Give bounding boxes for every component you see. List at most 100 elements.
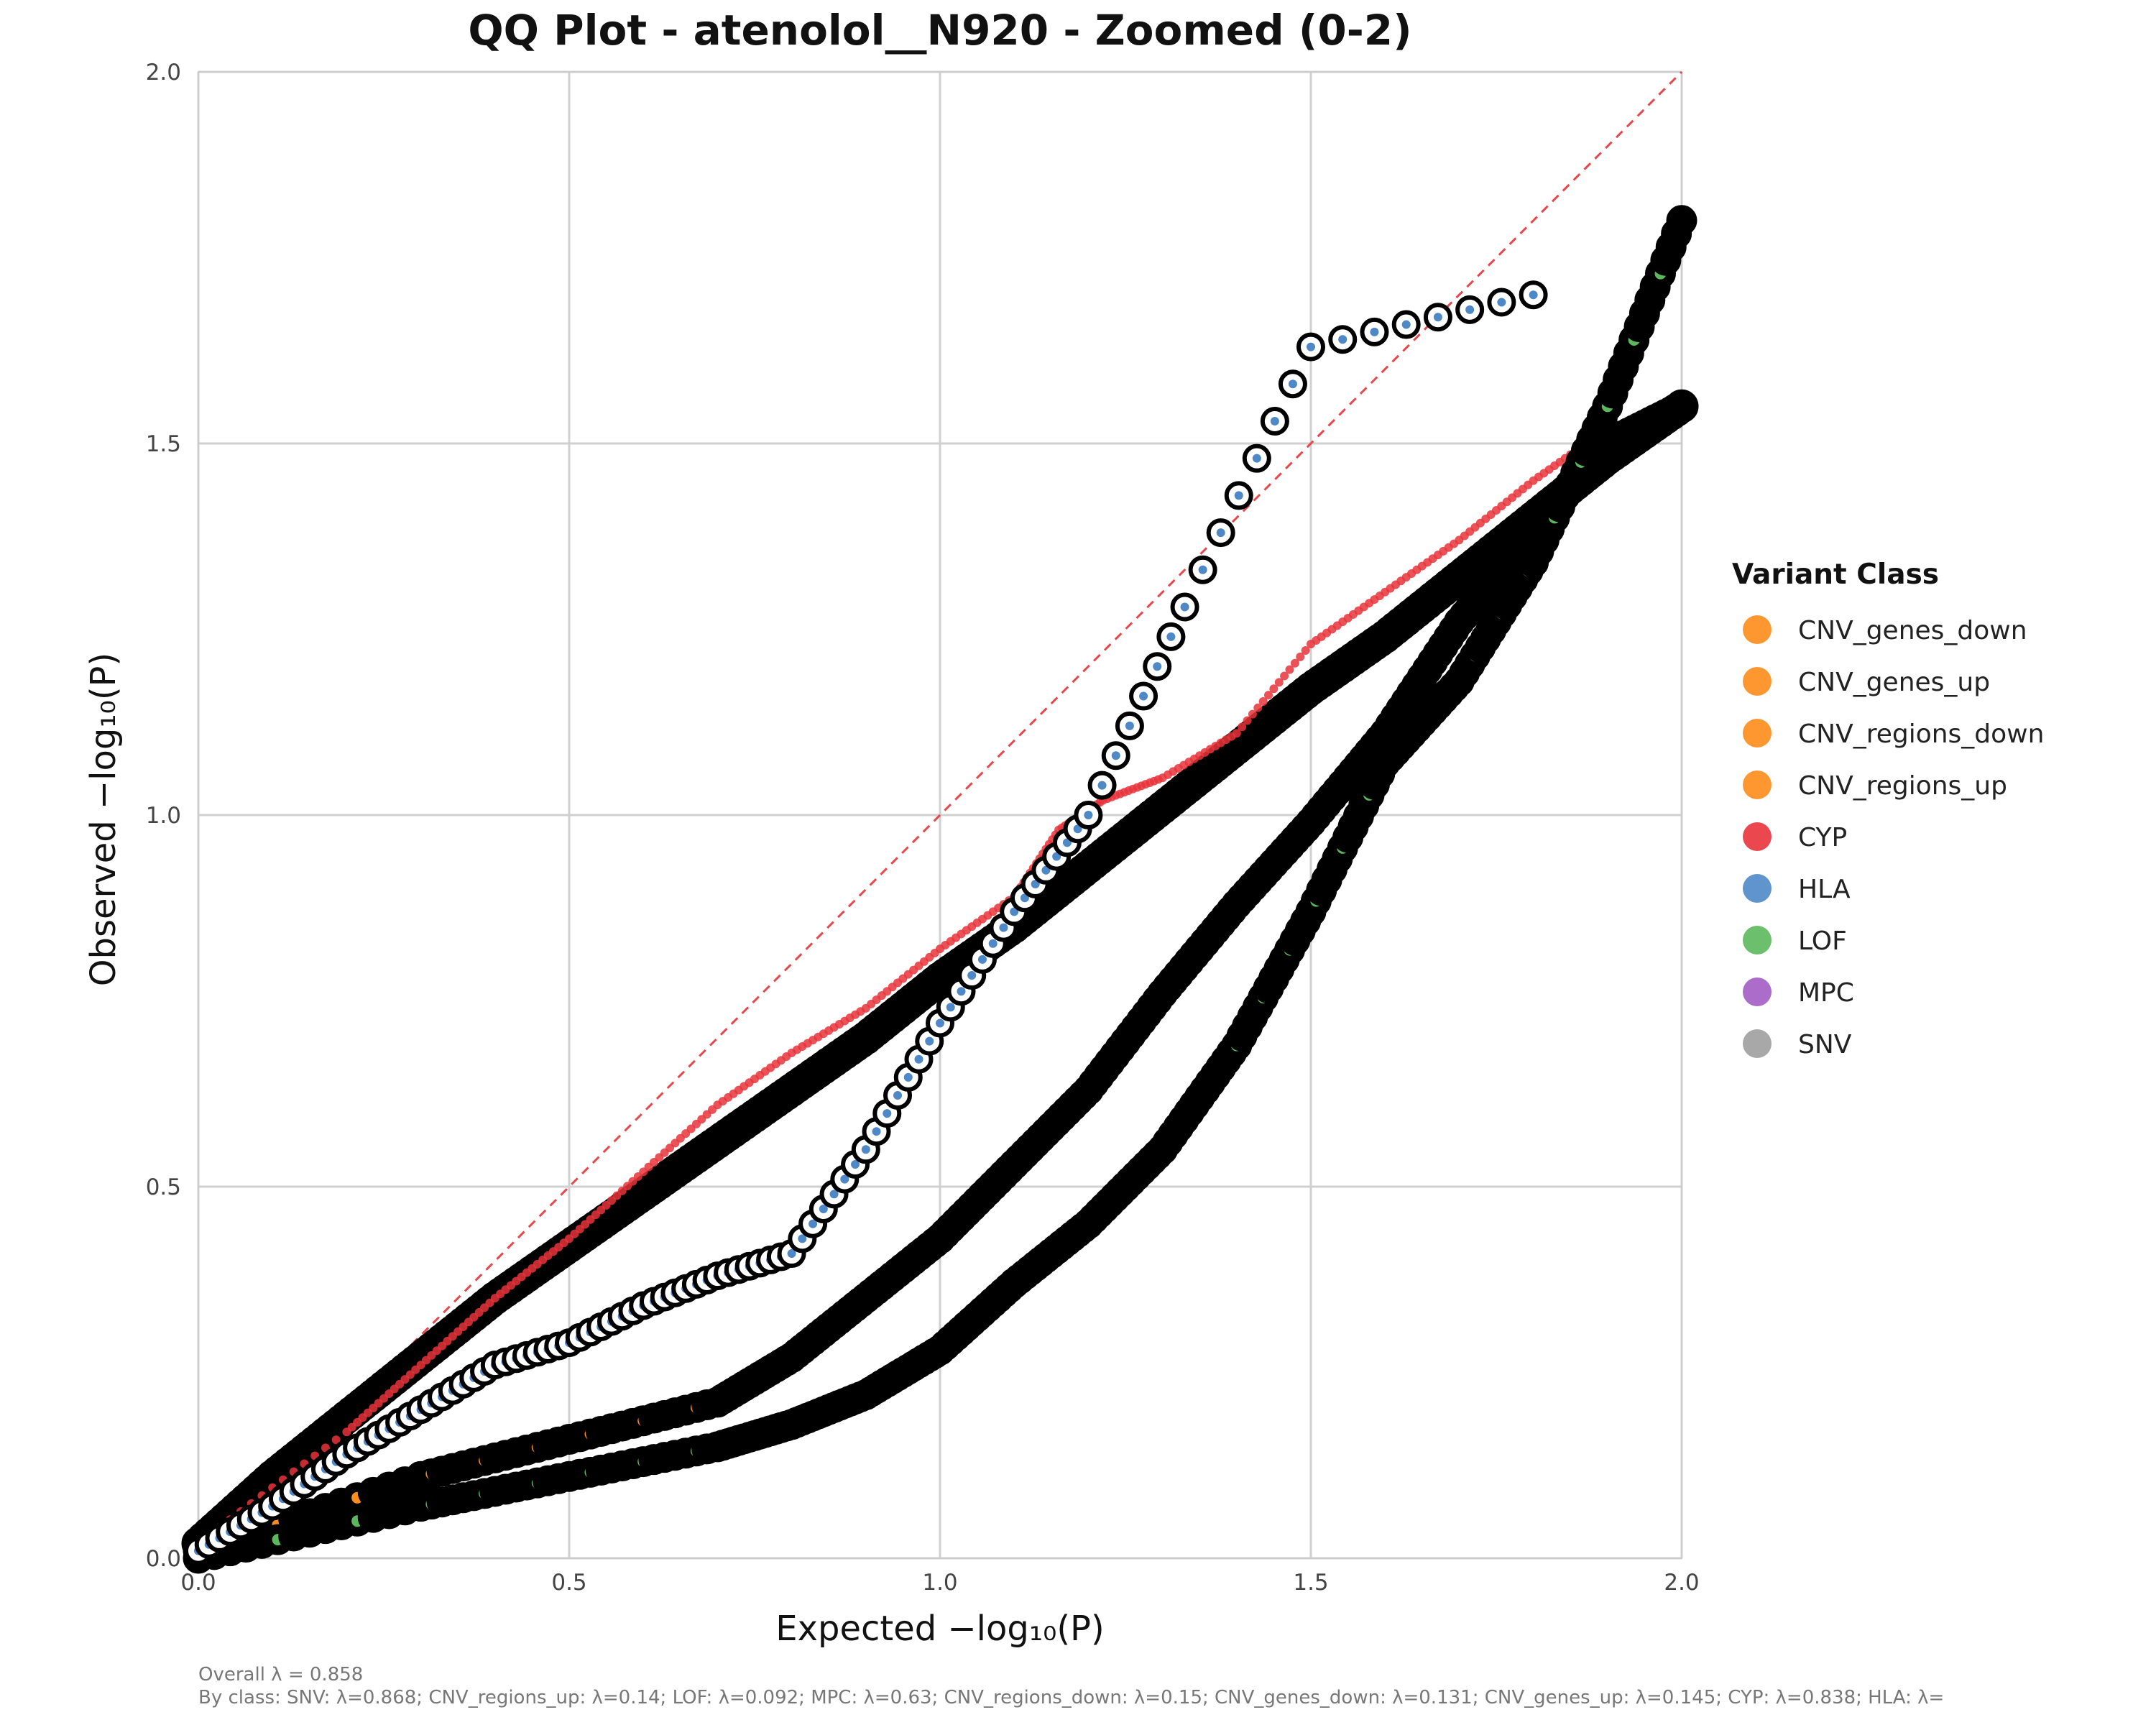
- hla-point-fill: [1307, 342, 1315, 351]
- tick-labels: 0.0 0.5 1.0 1.5 2.0 0.0 0.5 1.0 1.5 2.0: [146, 60, 1700, 1596]
- y-axis-title: Observed −log₁₀(P): [83, 653, 124, 986]
- hla-point-fill: [1180, 602, 1189, 612]
- cyp-point-marker: [1290, 658, 1299, 668]
- footnote-class-lambdas: By class: SNV: λ=0.868; CNV_regions_up: …: [198, 1687, 1944, 1708]
- cyp-point-marker: [1274, 678, 1284, 687]
- cyp-point-marker: [1296, 652, 1305, 661]
- hla-point-fill: [1401, 320, 1411, 329]
- x-tick-label: 0.0: [180, 1570, 216, 1596]
- hla-point-fill: [798, 1234, 807, 1243]
- legend-label: CNV_genes_down: [1798, 616, 2027, 645]
- cyp-point-marker: [321, 1443, 330, 1453]
- cnv-point-marker: [1666, 390, 1697, 422]
- cyp-point-marker: [1269, 684, 1279, 694]
- hla-point-fill: [1288, 380, 1297, 389]
- y-tick-label: 1.0: [146, 803, 181, 829]
- cyp-point-marker: [1238, 722, 1247, 732]
- legend-label: CNV_regions_down: [1798, 719, 2044, 749]
- hla-point-fill: [999, 923, 1008, 932]
- hla-point-fill: [1010, 907, 1019, 916]
- hla-point-fill: [1031, 880, 1040, 889]
- plot-frame: [198, 71, 1682, 1559]
- legend-label: MPC: [1798, 978, 1854, 1008]
- x-axis-title: Expected −log₁₀(P): [775, 1609, 1104, 1649]
- hla-point-fill: [1216, 528, 1225, 538]
- hla-point-fill: [1166, 632, 1176, 641]
- hla-point-fill: [893, 1090, 903, 1100]
- legend-marker: [1743, 1029, 1772, 1058]
- hla-point-fill: [819, 1205, 828, 1214]
- legend-marker: [1743, 874, 1772, 903]
- y-tick-label: 2.0: [146, 60, 181, 86]
- cyp-point-marker: [1243, 716, 1252, 725]
- hla-point-fill: [1111, 751, 1120, 760]
- y-tick-label: 0.0: [146, 1546, 181, 1572]
- footnote-overall-lambda: Overall λ = 0.858: [198, 1664, 363, 1685]
- legend-label: CNV_genes_up: [1798, 668, 1990, 697]
- x-tick-label: 1.0: [922, 1570, 957, 1596]
- legend-marker: [1743, 667, 1772, 696]
- cyp-point-marker: [1264, 691, 1273, 700]
- legend-marker: [1743, 822, 1772, 851]
- cyp-point-marker: [1285, 665, 1294, 674]
- hla-point-fill: [1370, 327, 1379, 336]
- hla-point-fill: [1125, 721, 1134, 730]
- hla-point-fill: [808, 1219, 818, 1228]
- legend-label: CYP: [1798, 823, 1847, 852]
- data-points: [181, 205, 1699, 1574]
- hla-point-fill: [1252, 454, 1261, 463]
- hla-point-fill: [925, 1036, 934, 1046]
- chart-title: QQ Plot - atenolol__N920 - Zoomed (0-2): [468, 6, 1411, 55]
- cyp-point-marker: [1301, 646, 1310, 656]
- legend-marker: [1743, 978, 1772, 1006]
- legend-label: LOF: [1798, 926, 1847, 956]
- hla-point-fill: [1234, 491, 1243, 500]
- hla-point-fill: [1153, 662, 1162, 671]
- legend-label: SNV: [1798, 1030, 1852, 1059]
- hla-point-fill: [787, 1249, 796, 1259]
- y-tick-label: 0.5: [146, 1174, 181, 1200]
- hla-point-fill: [967, 971, 977, 980]
- cyp-point-marker: [1248, 709, 1257, 719]
- hla-point-fill: [1097, 781, 1107, 790]
- hla-point-fill: [1084, 811, 1093, 819]
- hla-point-fill: [883, 1109, 892, 1118]
- legend-label: HLA: [1798, 875, 1851, 904]
- lof-point-marker: [1666, 205, 1697, 236]
- legend-label: CNV_regions_up: [1798, 771, 2007, 801]
- hla-point-fill: [1052, 852, 1061, 861]
- legend-marker: [1743, 926, 1772, 954]
- hla-point-fill: [957, 987, 966, 996]
- hla-point-fill: [1139, 691, 1148, 701]
- series-lof: [183, 205, 1697, 1574]
- cyp-point-marker: [1253, 703, 1263, 712]
- legend-title: Variant Class: [1732, 558, 1939, 591]
- hla-point-fill: [1529, 290, 1538, 300]
- hla-point-fill: [861, 1145, 870, 1154]
- cyp-point-marker: [1280, 671, 1289, 681]
- hla-point-fill: [1020, 893, 1029, 903]
- series-cnv: [183, 390, 1697, 1567]
- hla-point-fill: [914, 1054, 923, 1064]
- cyp-point-marker: [1258, 696, 1268, 706]
- legend-marker: [1743, 615, 1772, 644]
- hla-point-fill: [840, 1174, 849, 1184]
- legend-marker: [1743, 770, 1772, 799]
- x-tick-label: 1.5: [1293, 1570, 1328, 1596]
- y-tick-label: 1.5: [146, 431, 181, 457]
- x-tick-label: 0.5: [551, 1570, 586, 1596]
- x-tick-label: 2.0: [1664, 1570, 1699, 1596]
- hla-point-fill: [1062, 838, 1072, 847]
- hla-point-fill: [1270, 416, 1279, 426]
- hla-point-fill: [1433, 313, 1442, 322]
- cyp-point-marker: [1232, 729, 1241, 738]
- hla-point-fill: [977, 954, 987, 964]
- hla-point-fill: [988, 939, 998, 948]
- hla-point-fill: [903, 1072, 913, 1082]
- hla-point-fill: [1198, 565, 1207, 574]
- hla-point-fill: [936, 1018, 944, 1028]
- hla-point-fill: [946, 1003, 955, 1012]
- cyp-point-marker: [331, 1435, 341, 1445]
- hla-point-fill: [1338, 335, 1348, 344]
